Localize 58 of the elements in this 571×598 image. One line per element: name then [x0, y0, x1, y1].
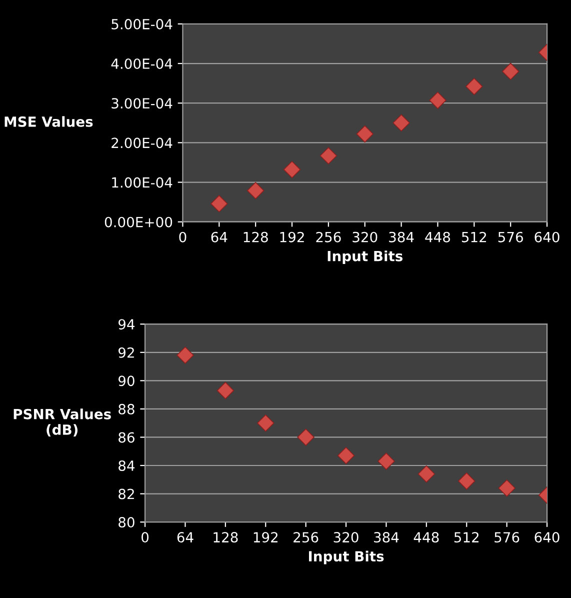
y-tick-label: 84 — [118, 460, 135, 471]
x-tick-label: 576 — [494, 532, 520, 543]
x-tick-label: 0 — [142, 532, 149, 543]
x-tick-label: 640 — [534, 532, 560, 543]
x-tick-label: 448 — [425, 232, 450, 242]
point — [429, 92, 446, 109]
x-tick-label: 448 — [414, 532, 439, 543]
x-axis-title: Input Bits — [309, 550, 384, 564]
x-axis-title: Input Bits — [328, 250, 403, 264]
y-tick-label: 92 — [118, 347, 134, 358]
point — [498, 479, 516, 497]
y-tick-label: 82 — [118, 488, 134, 500]
point — [458, 472, 476, 490]
x-tick-label: 512 — [454, 532, 478, 543]
point — [210, 195, 228, 212]
point — [283, 160, 301, 178]
point — [256, 414, 274, 432]
x-tick-label: 512 — [462, 232, 486, 242]
y-tick-label: 86 — [118, 432, 134, 443]
x-tick-label: 256 — [316, 232, 341, 242]
point — [337, 446, 355, 464]
point — [392, 114, 410, 132]
point — [320, 147, 338, 164]
x-tick-label: 64 — [211, 232, 228, 242]
x-tick-label: 192 — [254, 532, 278, 543]
x-tick-label: 640 — [534, 232, 560, 242]
y-tick-label: 1.00E-04 — [112, 177, 172, 188]
point — [502, 62, 520, 80]
y-axis-title: MSE Values — [4, 116, 93, 127]
point — [216, 382, 234, 400]
y-tick-label: 4.00E-04 — [111, 58, 172, 69]
y-tick-label: 94 — [118, 319, 135, 330]
point — [418, 465, 436, 483]
y-tick-label: 3.00E-04 — [112, 98, 172, 109]
y-axis-title: PSNR Values (dB) — [14, 408, 111, 437]
x-tick-label: 192 — [280, 232, 304, 242]
y-tick-label: 88 — [118, 404, 134, 414]
y-tick-label: 80 — [118, 517, 134, 528]
point — [176, 346, 194, 364]
y-tick-label: 2.00E-04 — [112, 138, 172, 148]
x-tick-label: 576 — [498, 232, 523, 242]
x-tick-label: 128 — [214, 532, 238, 543]
x-tick-label: 320 — [334, 532, 358, 543]
x-tick-label: 64 — [177, 532, 194, 543]
y-tick-label: 5.00E-04 — [112, 18, 172, 30]
x-tick-label: 256 — [294, 532, 318, 543]
x-tick-label: 384 — [389, 232, 414, 242]
x-tick-label: 0 — [179, 232, 186, 242]
y-tick-label: 0.00E+00 — [104, 216, 172, 228]
point — [246, 182, 264, 200]
point — [356, 125, 374, 143]
point — [378, 452, 395, 470]
point — [297, 428, 314, 446]
x-tick-label: 128 — [244, 232, 268, 242]
x-tick-label: 320 — [352, 232, 378, 242]
y-tick-label: 90 — [118, 376, 134, 386]
point — [466, 78, 483, 96]
x-tick-label: 384 — [374, 532, 399, 543]
